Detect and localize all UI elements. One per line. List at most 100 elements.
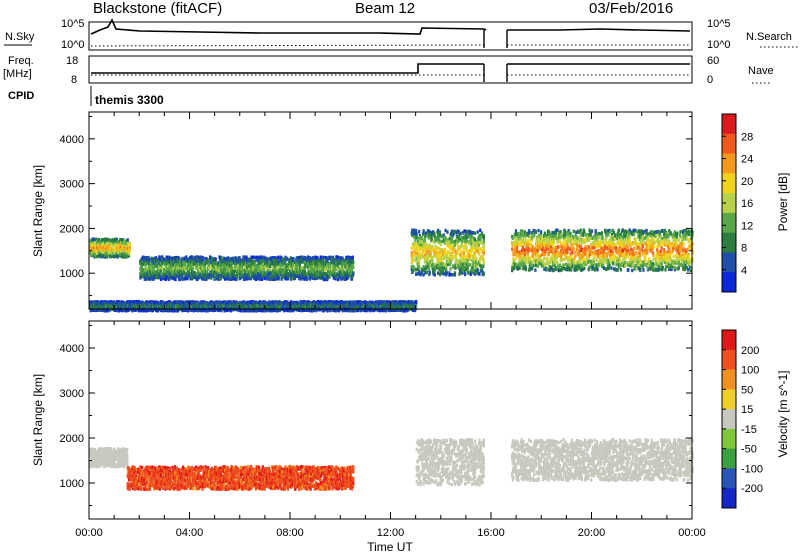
echo-cell xyxy=(564,243,567,247)
echo-cell xyxy=(158,271,161,276)
echo-cell xyxy=(183,258,186,262)
echo-cell xyxy=(652,233,655,237)
echo-cell xyxy=(300,271,303,275)
echo-cell xyxy=(170,263,173,267)
echo-cell xyxy=(644,254,647,258)
echo-cell xyxy=(251,262,254,266)
echo-cell xyxy=(460,235,464,240)
echo-cell xyxy=(518,234,521,239)
echo-cell xyxy=(482,248,485,253)
echo-cell xyxy=(521,251,524,256)
echo-cell xyxy=(633,256,636,260)
echo-cell xyxy=(621,248,624,252)
echo-cell xyxy=(556,252,559,256)
echo-cell xyxy=(472,231,475,235)
echo-cell xyxy=(641,248,644,252)
nsky-label: N.Sky xyxy=(5,31,35,43)
echo-cell xyxy=(624,263,627,268)
echo-cell xyxy=(477,237,480,241)
echo-cell xyxy=(482,242,485,247)
echo-cell xyxy=(321,275,324,280)
echo-cell xyxy=(297,263,300,267)
echo-cell xyxy=(671,248,675,253)
echo-cell xyxy=(339,266,342,270)
echo-cell xyxy=(160,277,163,281)
echo-cell xyxy=(344,265,347,269)
echo-cell xyxy=(589,231,592,235)
echo-cell xyxy=(454,260,457,264)
echo-cell xyxy=(518,266,521,270)
echo-cell xyxy=(677,248,680,252)
echo-cell xyxy=(411,264,415,269)
echo-cell xyxy=(227,257,230,262)
echo-cell xyxy=(445,240,448,244)
echo-cell xyxy=(678,233,681,238)
echo-cell xyxy=(464,233,467,238)
echo-cell xyxy=(258,255,261,260)
echo-cell xyxy=(651,234,654,239)
echo-cell xyxy=(181,256,184,261)
echo-cell xyxy=(318,268,321,272)
echo-cell xyxy=(578,256,581,260)
nsky-line xyxy=(90,18,691,35)
echo-cell xyxy=(155,265,158,269)
echo-cell xyxy=(128,246,131,251)
freq-tick-bottom: 8 xyxy=(71,74,77,86)
echo-cell xyxy=(452,265,455,269)
echo-cell xyxy=(279,267,283,272)
echo-cell xyxy=(426,252,430,256)
echo-cell xyxy=(234,269,237,273)
echo-cell xyxy=(605,267,608,272)
echo-cell xyxy=(666,258,669,263)
echo-cell xyxy=(210,266,214,270)
echo-cell xyxy=(618,235,621,240)
echo-cell xyxy=(277,255,280,260)
echo-cell xyxy=(527,242,530,247)
echo-cell xyxy=(442,256,445,261)
echo-cell xyxy=(222,256,225,261)
echo-cell xyxy=(556,241,559,245)
echo-cell xyxy=(459,265,462,270)
echo-cell xyxy=(440,271,443,275)
echo-cell xyxy=(322,266,325,271)
echo-cell xyxy=(619,253,622,257)
echo-cell xyxy=(478,240,481,245)
echo-cell xyxy=(472,246,475,250)
echo-cell xyxy=(208,273,211,277)
echo-cell xyxy=(527,248,530,253)
echo-cell xyxy=(183,263,186,267)
echo-cell xyxy=(658,255,661,259)
noise-tick-top: 10^5 xyxy=(61,18,85,30)
echo-cell xyxy=(169,271,172,276)
echo-cell xyxy=(598,259,601,263)
echo-cell xyxy=(572,247,575,251)
echo-cell xyxy=(600,231,604,235)
echo-cell xyxy=(425,251,428,255)
echo-cell xyxy=(425,266,428,270)
echo-cell xyxy=(261,277,264,281)
echo-cell xyxy=(543,234,546,238)
echo-cell xyxy=(245,268,248,273)
echo-cell xyxy=(190,259,193,263)
echo-cell xyxy=(205,269,208,274)
echo-cell xyxy=(539,261,542,266)
echo-cell xyxy=(428,262,431,267)
echo-cell xyxy=(190,255,193,259)
echo-cell xyxy=(545,245,548,249)
echo-cell xyxy=(115,254,118,258)
echo-cell xyxy=(601,235,604,240)
echo-cell xyxy=(551,257,554,261)
echo-cell xyxy=(478,272,481,276)
echo-cell xyxy=(524,237,527,241)
echo-cell xyxy=(482,264,485,268)
echo-cell xyxy=(569,252,572,256)
echo-cell xyxy=(157,274,160,278)
echo-cell xyxy=(334,263,337,267)
echo-cell xyxy=(512,257,515,262)
echo-cell xyxy=(521,257,524,261)
echo-cell xyxy=(267,259,270,263)
echo-cell xyxy=(198,258,202,262)
echo-cell xyxy=(460,263,463,267)
echo-cell xyxy=(139,261,142,265)
echo-cell xyxy=(144,277,147,281)
